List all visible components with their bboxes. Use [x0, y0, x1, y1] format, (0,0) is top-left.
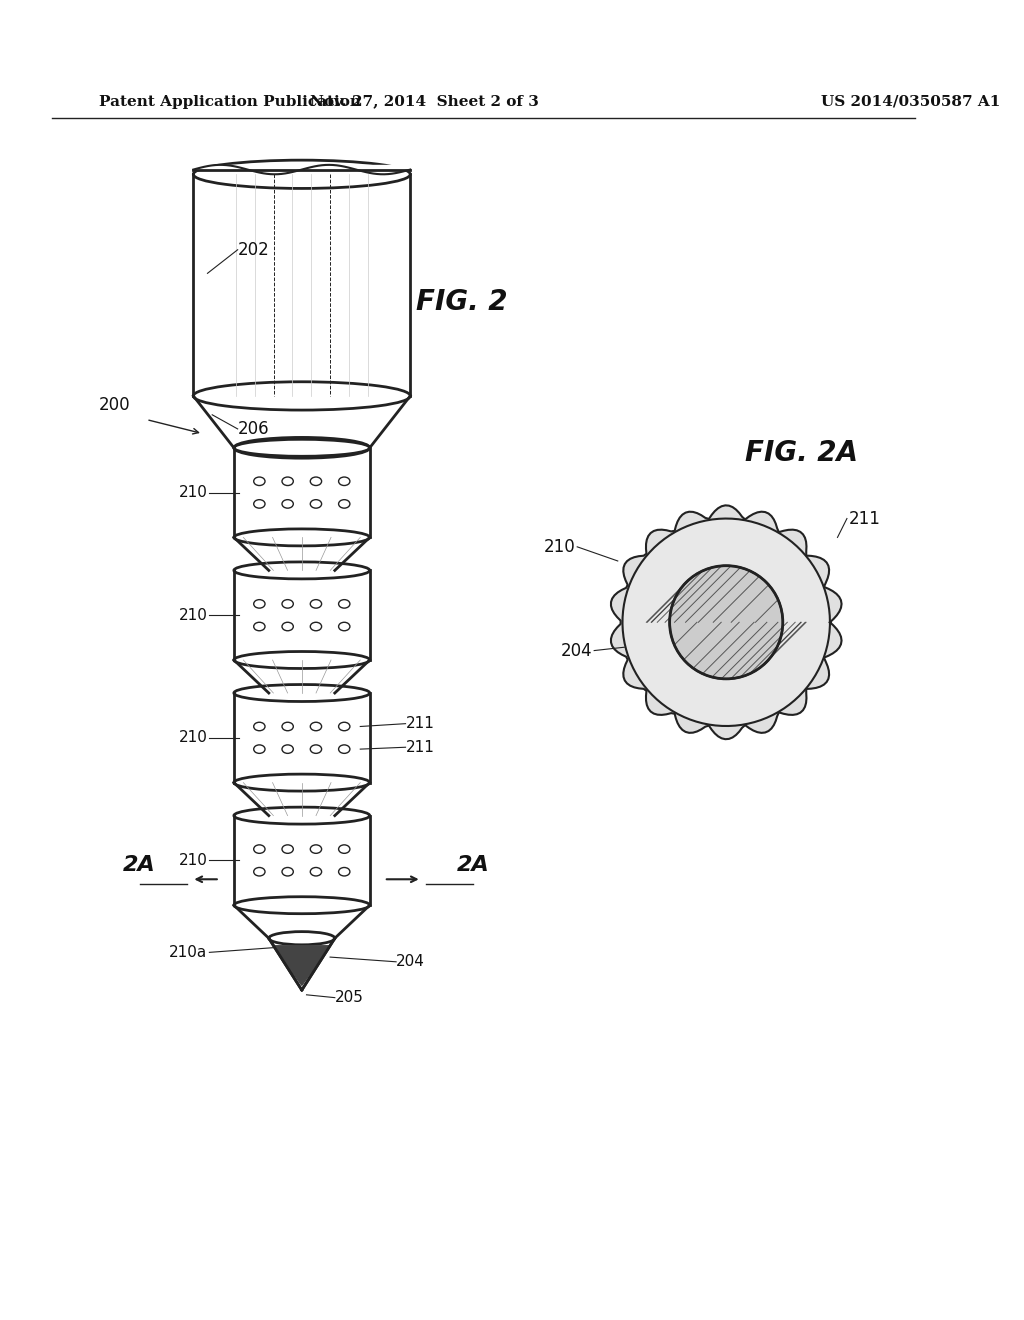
- Text: 210a: 210a: [169, 945, 208, 960]
- Text: 200: 200: [98, 396, 130, 414]
- Text: 210: 210: [178, 484, 208, 500]
- Polygon shape: [273, 945, 330, 985]
- Text: FIG. 2A: FIG. 2A: [745, 438, 858, 466]
- Text: Nov. 27, 2014  Sheet 2 of 3: Nov. 27, 2014 Sheet 2 of 3: [310, 95, 539, 108]
- Text: FIG. 2: FIG. 2: [417, 288, 508, 315]
- Text: 204: 204: [561, 642, 592, 660]
- Text: 210: 210: [178, 853, 208, 869]
- Text: 210: 210: [178, 607, 208, 623]
- Text: 205: 205: [335, 990, 364, 1005]
- Text: 206: 206: [238, 420, 269, 438]
- Text: 2A: 2A: [457, 855, 489, 875]
- Text: 210: 210: [178, 730, 208, 746]
- Text: Patent Application Publication: Patent Application Publication: [99, 95, 361, 108]
- Text: 2A: 2A: [123, 855, 156, 875]
- Text: 204: 204: [396, 954, 425, 969]
- Polygon shape: [623, 519, 830, 726]
- Text: US 2014/0350587 A1: US 2014/0350587 A1: [820, 95, 999, 108]
- Text: 211: 211: [406, 717, 434, 731]
- Text: 210: 210: [544, 537, 575, 556]
- Text: 202: 202: [238, 240, 269, 259]
- Ellipse shape: [670, 566, 782, 678]
- Polygon shape: [611, 506, 842, 739]
- Text: 211: 211: [849, 510, 881, 528]
- Text: 211: 211: [406, 739, 434, 755]
